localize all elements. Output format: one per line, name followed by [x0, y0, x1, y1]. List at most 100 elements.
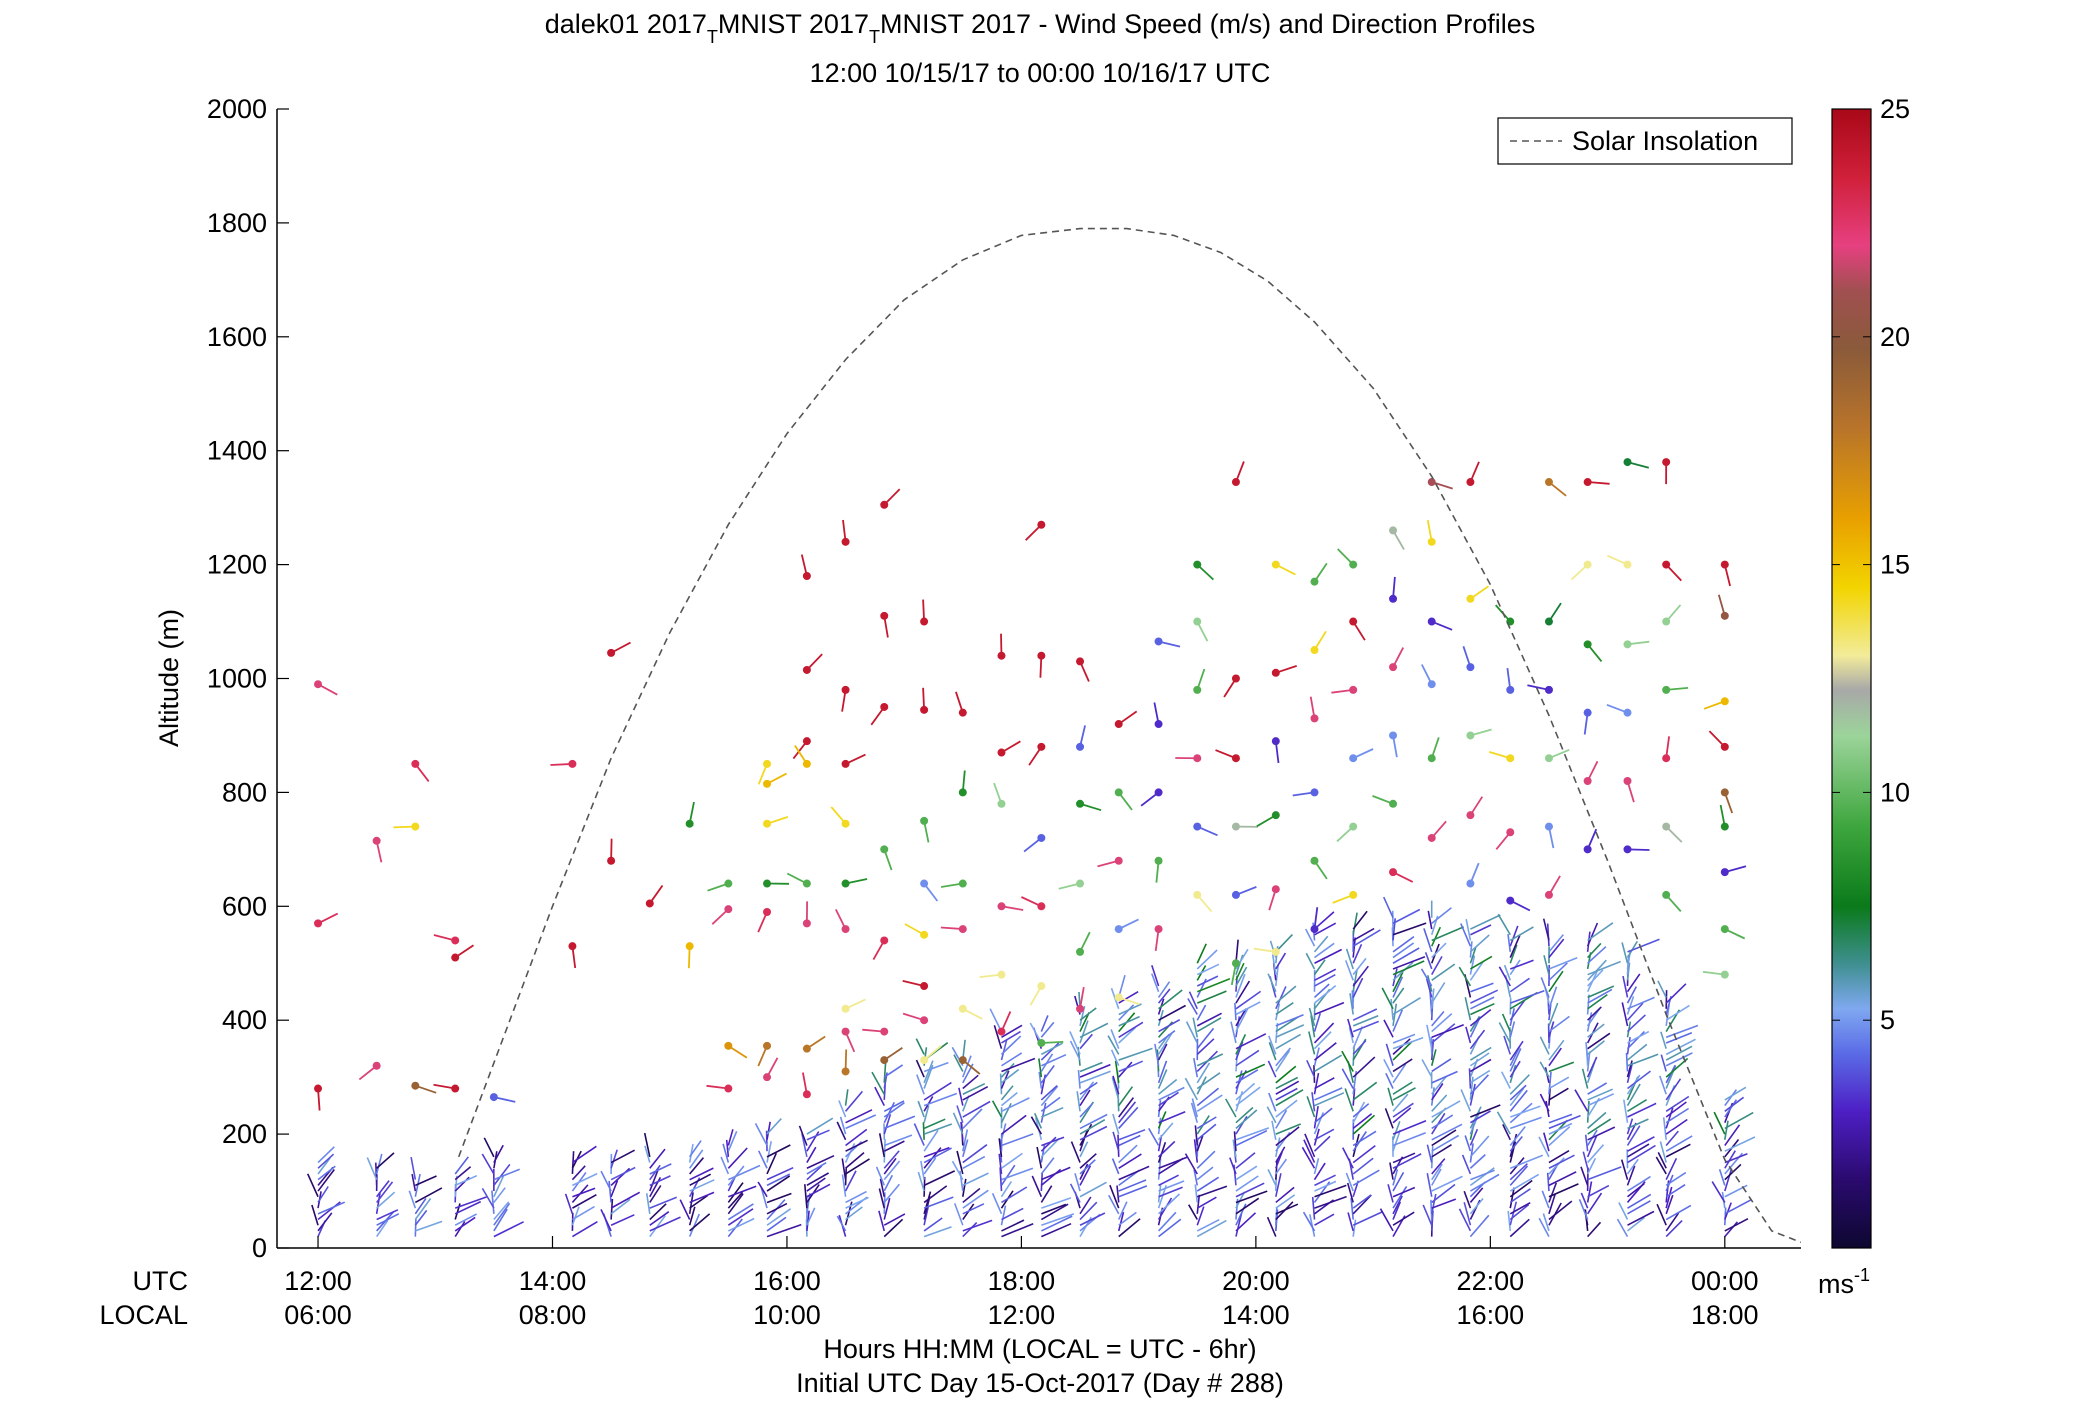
- wind-barb: [1431, 1168, 1442, 1186]
- wind-barb: [1392, 961, 1414, 981]
- wind-barb: [1314, 1213, 1335, 1226]
- wind-barb: [845, 1139, 868, 1152]
- wind-barb: [1346, 1182, 1354, 1203]
- wind-barb: [883, 1100, 905, 1113]
- wind-barb: [1626, 1060, 1633, 1078]
- wind-barb: [649, 1148, 666, 1169]
- wind-barb: [1275, 1065, 1297, 1084]
- wind-barb: [1118, 1101, 1137, 1124]
- wind-barb: [1548, 1150, 1570, 1164]
- wind-barb: [1420, 968, 1433, 987]
- wind-barb: [1627, 996, 1655, 1010]
- wind-point: [997, 799, 1006, 808]
- wind-barb: [1665, 1212, 1680, 1232]
- wind-barb: [1157, 1069, 1168, 1089]
- wind-barb: [844, 1170, 857, 1192]
- wind-barb: [806, 1162, 827, 1175]
- wind-barb: [1469, 947, 1477, 964]
- wind-barb: [1194, 1184, 1199, 1203]
- wind-barb: [1275, 1002, 1294, 1016]
- wind-barb: [1275, 1016, 1300, 1033]
- wind-point: [841, 759, 850, 768]
- wind-barb: [727, 1193, 744, 1215]
- wind-barb: [1464, 997, 1472, 1021]
- wind-point: [314, 1084, 323, 1093]
- wind-barb: [1660, 1054, 1667, 1072]
- wind-barb: [923, 1176, 926, 1197]
- wind-barb: [1344, 1088, 1354, 1112]
- wind-barb: [1469, 955, 1476, 975]
- wind-barb: [1001, 1024, 1023, 1038]
- wind-barb: [1431, 1198, 1457, 1209]
- wind-barb: [1509, 1203, 1530, 1221]
- wind-barb: [1275, 1047, 1292, 1067]
- wind-point: [411, 759, 420, 768]
- wind-barb: [1392, 947, 1420, 964]
- wind-point: [1623, 560, 1632, 569]
- wind-barb: [1665, 1135, 1693, 1152]
- wind-point: [568, 942, 577, 951]
- wind-point: [1349, 617, 1358, 626]
- wind-barb: [878, 1188, 886, 1209]
- wind-barb: [1392, 1185, 1408, 1209]
- wind-barb: [841, 1158, 847, 1180]
- wind-point: [763, 1041, 772, 1050]
- wind-barb: [1000, 1180, 1013, 1198]
- wind-barb: [1196, 1219, 1227, 1238]
- wind-barb: [1665, 1057, 1689, 1078]
- wind-barb: [376, 1213, 400, 1226]
- wind-barb: [317, 1186, 329, 1203]
- wind-barb: [1431, 942, 1447, 959]
- wind-barb: [1509, 1154, 1544, 1170]
- wind-point: [1506, 896, 1515, 905]
- wind-point: [1037, 651, 1046, 660]
- wind-barb: [1548, 1154, 1575, 1169]
- wind-barb: [1266, 1216, 1277, 1237]
- wind-barb: [1724, 1136, 1756, 1152]
- wind-point: [958, 1004, 967, 1013]
- wind-barb: [806, 1207, 816, 1226]
- wind-barb: [1724, 1089, 1738, 1107]
- wind-barb: [1275, 1089, 1304, 1107]
- wind-barb: [1665, 1024, 1699, 1039]
- wind-barb: [1268, 1035, 1277, 1055]
- wind-barb: [1079, 1119, 1106, 1135]
- wind-barb: [1548, 938, 1565, 959]
- wind-barb: [836, 1121, 847, 1141]
- wind-barb: [1111, 1077, 1120, 1101]
- wind-point: [1154, 720, 1163, 729]
- wind-point: [1720, 560, 1729, 569]
- wind-barb: [454, 1221, 466, 1238]
- wind-barb: [1392, 1129, 1402, 1152]
- wind-barb: [883, 1115, 916, 1130]
- wind-barb: [1314, 973, 1336, 987]
- wind-barb: [1301, 1146, 1316, 1169]
- wind-barb: [1157, 1158, 1162, 1180]
- wind-point: [1231, 478, 1240, 487]
- wind-barb: [757, 1150, 768, 1169]
- wind-point: [841, 1067, 850, 1076]
- wind-barb: [1038, 1058, 1043, 1078]
- wind-point: [411, 1081, 420, 1090]
- wind-barb: [1548, 1076, 1570, 1090]
- colorbar-tick-label: 15: [1880, 550, 1910, 580]
- wind-point: [1076, 742, 1085, 751]
- wind-barb: [1118, 1047, 1153, 1061]
- wind-barb: [962, 1055, 972, 1078]
- wind-barb: [1509, 1163, 1528, 1181]
- wind-barb: [1077, 1070, 1081, 1089]
- wind-barb: [1158, 989, 1183, 1010]
- wind-barb: [1235, 1115, 1248, 1135]
- wind-barb: [454, 1200, 482, 1215]
- wind-barb: [1235, 1082, 1256, 1101]
- wind-barb: [1235, 1001, 1261, 1016]
- wind-barb: [1392, 987, 1405, 1004]
- wind-barb: [454, 1216, 476, 1232]
- wind-barb: [1724, 1150, 1736, 1169]
- wind-point: [958, 1056, 967, 1065]
- wind-barb: [1079, 1081, 1098, 1095]
- wind-point: [880, 1027, 889, 1036]
- wind-barb: [1118, 1165, 1150, 1181]
- wind-point: [1720, 868, 1729, 877]
- wind-barb: [1158, 1180, 1185, 1192]
